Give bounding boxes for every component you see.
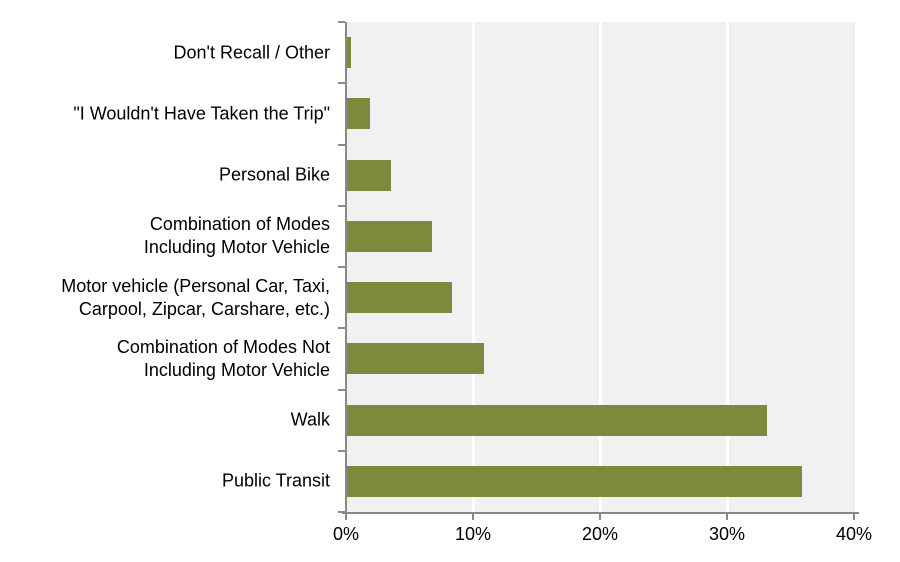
y-axis-tick: [338, 327, 345, 330]
bar-7: [347, 465, 802, 497]
category-label-5: Combination of Modes Not Including Motor…: [116, 336, 330, 380]
bar-0: [347, 37, 351, 69]
category-label-0: Don't Recall / Other: [173, 42, 331, 63]
x-axis-tick: [345, 512, 347, 520]
y-axis-tick: [338, 388, 345, 391]
vertical-gridline: [726, 22, 729, 512]
category-label-3: Combination of Modes Including Motor Veh…: [143, 214, 330, 258]
x-axis-tick: [599, 512, 601, 520]
bar-4: [347, 282, 452, 314]
x-axis-tick: [853, 512, 855, 520]
bar-5: [347, 343, 484, 375]
x-axis-tick: [472, 512, 474, 520]
bar-3: [347, 220, 432, 252]
y-axis-tick: [338, 266, 345, 268]
category-label-6: Walk: [290, 409, 330, 430]
x-axis-tick: [726, 512, 728, 520]
y-axis-tick: [338, 449, 345, 452]
y-axis-line: [345, 22, 347, 514]
category-label-1: "I Wouldn't Have Taken the Trip": [73, 103, 330, 124]
y-axis-tick: [338, 82, 345, 85]
y-axis-tick: [338, 204, 345, 207]
y-axis-tick: [338, 511, 345, 513]
y-axis-tick: [338, 143, 345, 146]
x-tick-label-1: 10%: [454, 524, 492, 544]
bar-2: [347, 159, 391, 191]
vertical-gridline: [599, 22, 602, 512]
x-tick-label-3: 30%: [708, 524, 746, 544]
x-tick-label-2: 20%: [581, 524, 619, 544]
x-tick-label-0: 0%: [332, 524, 359, 544]
category-label-2: Personal Bike: [218, 164, 330, 185]
bar-6: [347, 404, 767, 436]
y-axis-tick: [338, 21, 345, 23]
x-tick-label-4: 40%: [835, 524, 873, 544]
category-label-4: Motor vehicle (Personal Car, Taxi, Carpo…: [61, 275, 330, 319]
category-label-7: Public Transit: [221, 470, 330, 491]
vertical-gridline: [472, 22, 475, 512]
bar-1: [347, 98, 370, 130]
